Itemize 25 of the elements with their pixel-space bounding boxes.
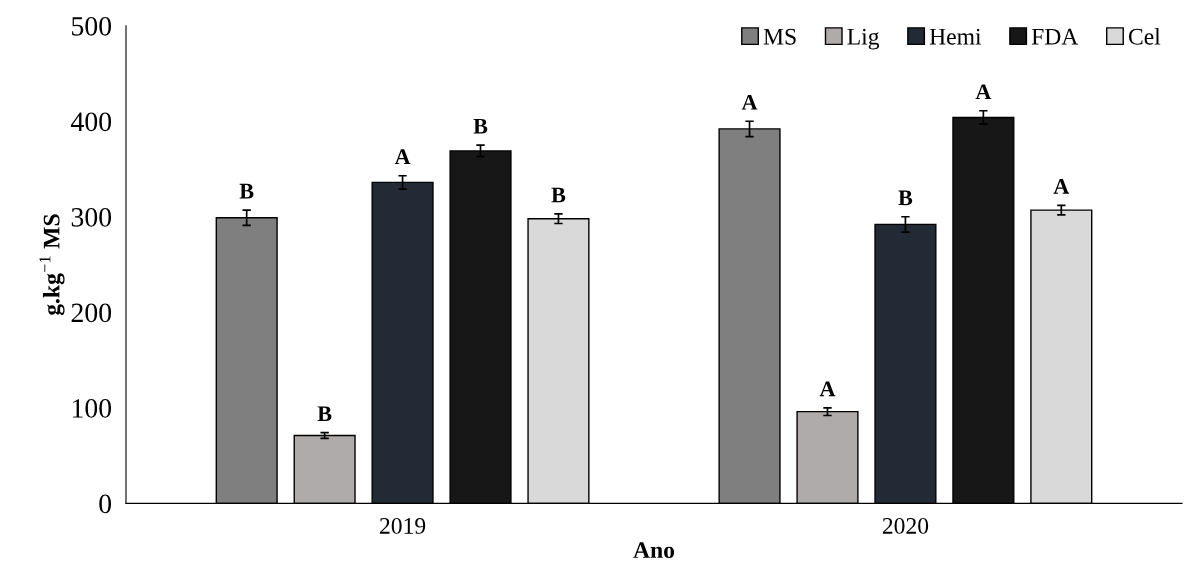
y-axis-title: g.kg$^{−1}$ MS [39, 214, 65, 316]
legend-label: Cel [1128, 28, 1161, 45]
x-tick-label: 2019 [380, 517, 426, 534]
y-tick-label: 0 [99, 494, 112, 514]
data-label: B [473, 118, 488, 134]
data-label: B [317, 406, 332, 422]
y-tick-label: 500 [72, 16, 112, 36]
data-label: A [975, 84, 992, 100]
x-axis-title: Ano [633, 542, 675, 559]
data-label: B [239, 183, 254, 199]
data-label: B [551, 187, 566, 203]
y-tick-label: 200 [71, 303, 112, 323]
legend-label: Hemi [929, 28, 982, 45]
legend-label: MS [763, 28, 796, 45]
y-tick-label: 100 [72, 399, 112, 418]
legend-label: FDA [1031, 28, 1079, 45]
y-tick-label: 300 [71, 207, 112, 227]
x-tick-label: 2020 [882, 517, 929, 534]
legend-label: Lig [847, 28, 880, 50]
y-tick-label: 400 [70, 112, 112, 132]
data-label: A [1053, 178, 1070, 194]
data-label: A [741, 94, 758, 110]
data-label: A [819, 381, 836, 397]
data-label: B [898, 190, 913, 206]
data-label: A [394, 149, 411, 165]
